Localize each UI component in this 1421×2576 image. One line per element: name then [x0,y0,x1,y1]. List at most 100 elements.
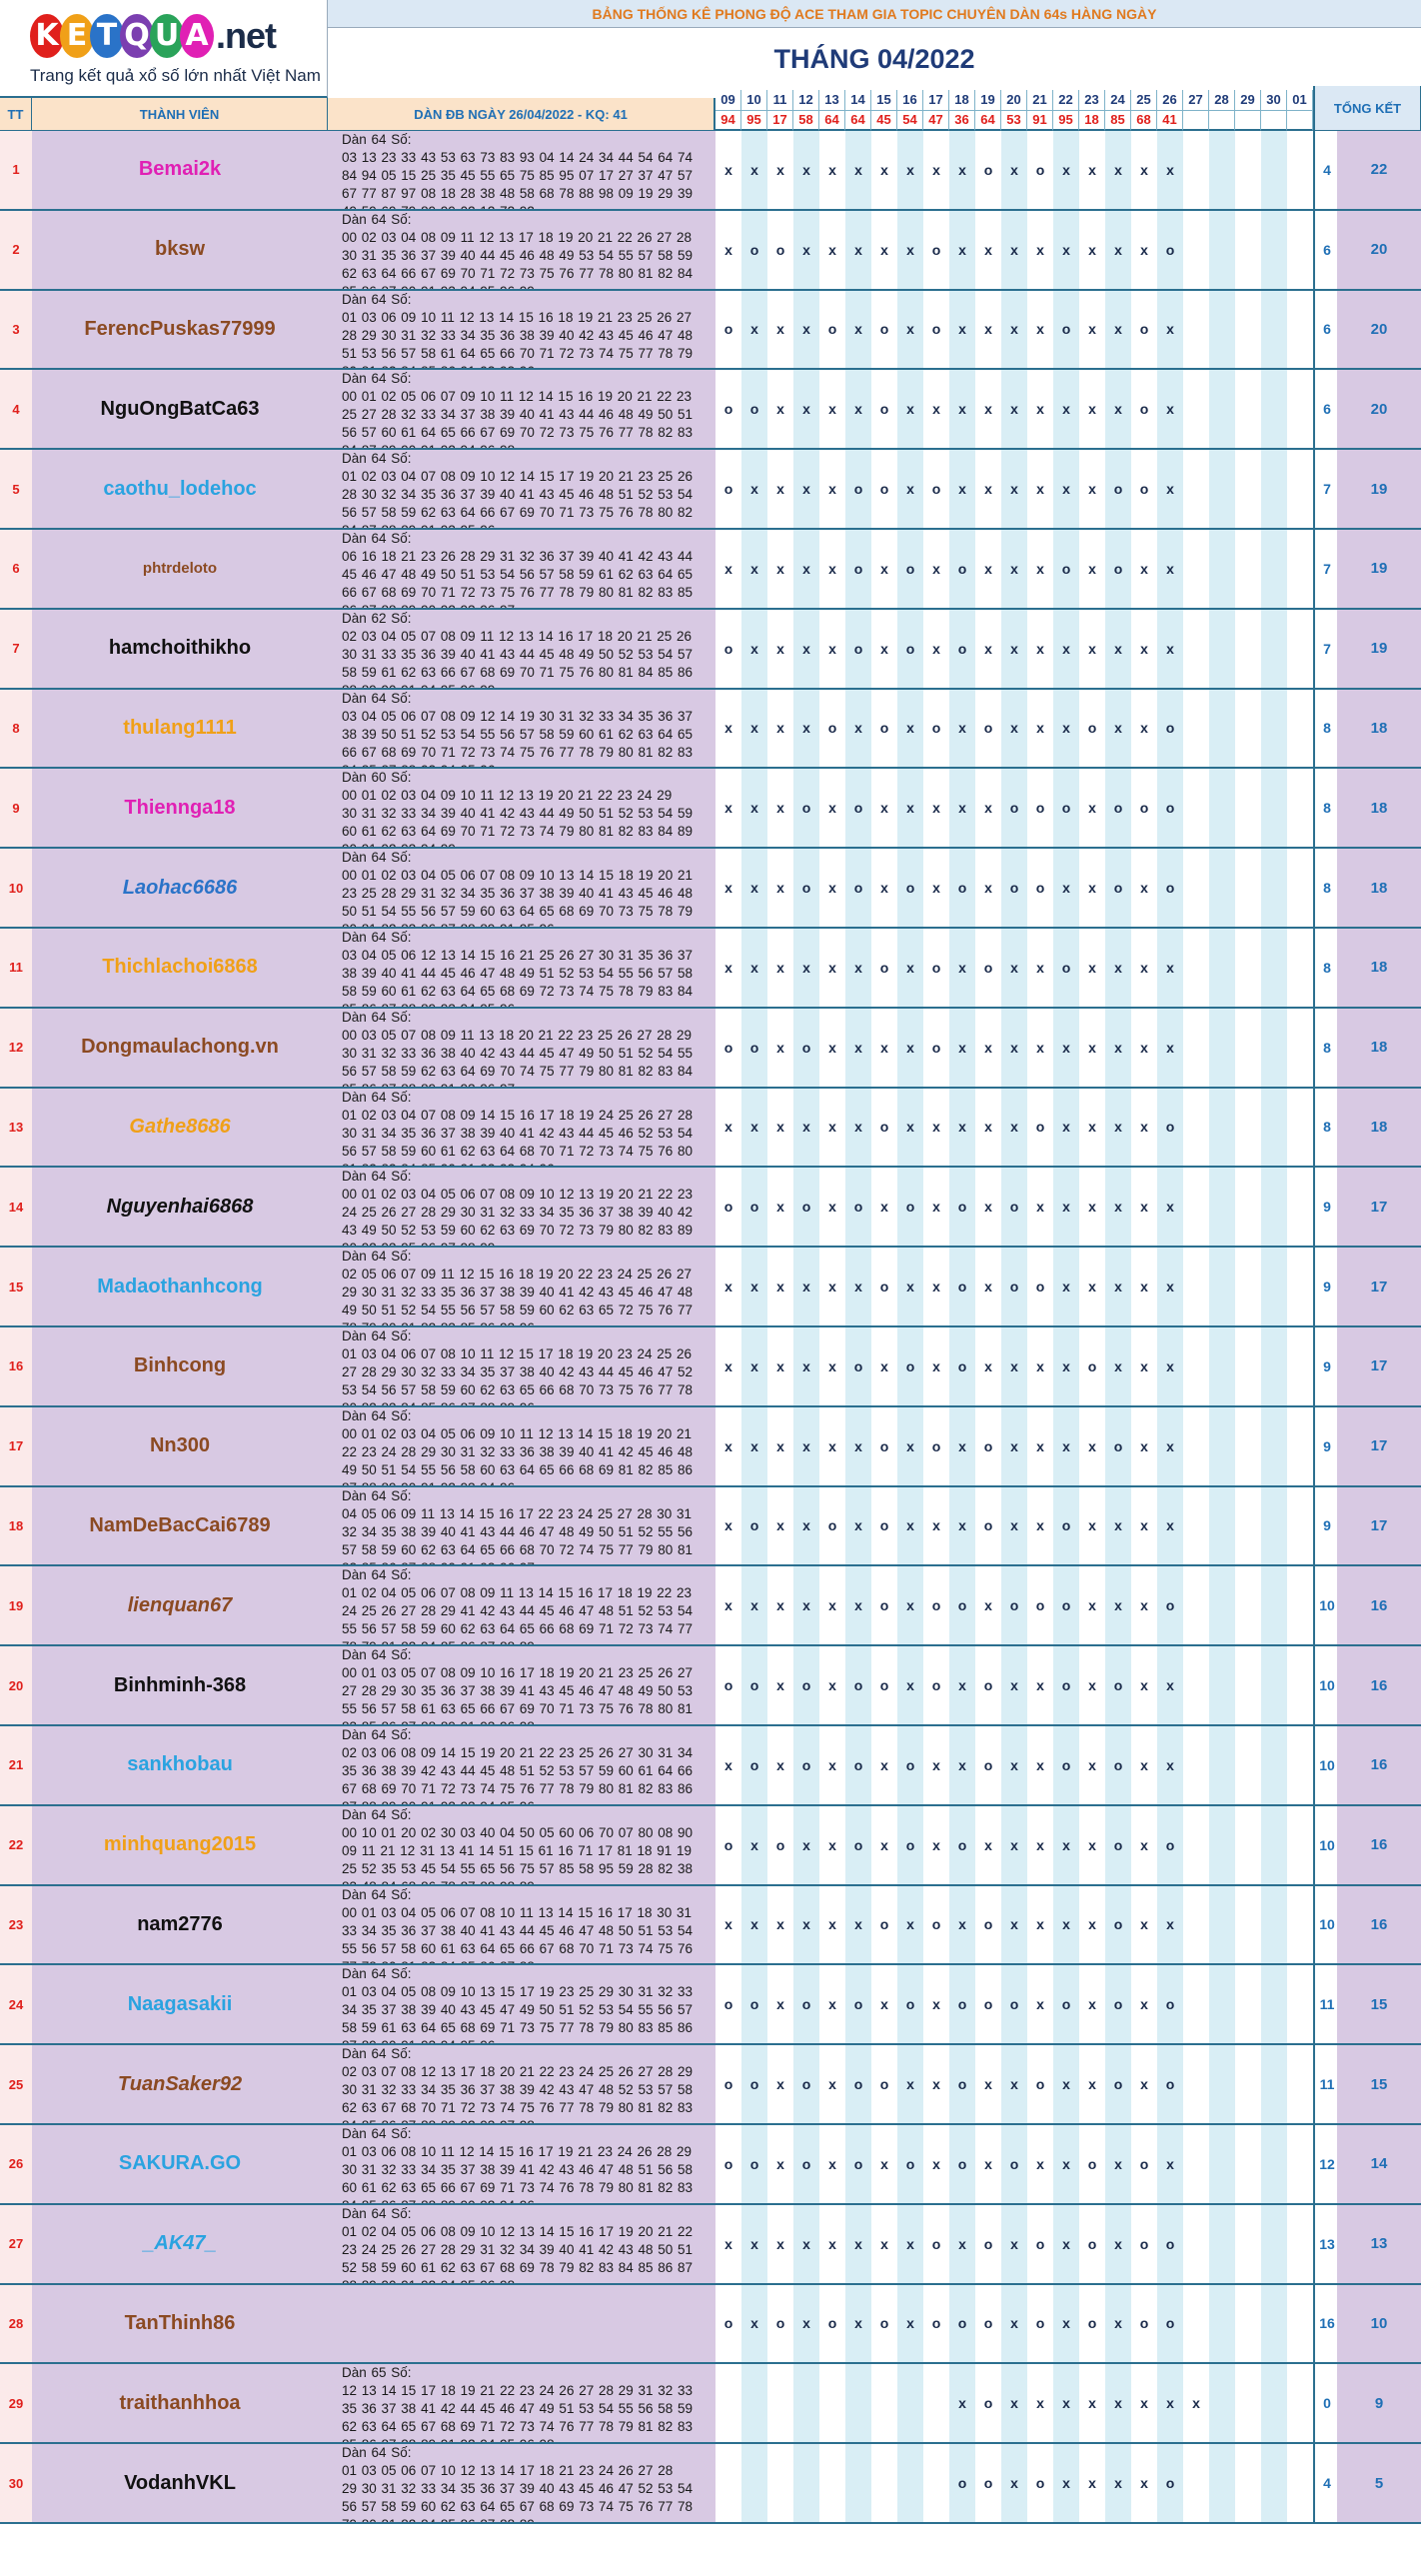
day-mark [1261,1088,1288,1167]
day-mark: x [1105,131,1132,209]
member-name[interactable]: TanThinh86 [32,2284,329,2363]
member-dan: Dàn 64 Số: 00 01 03 05 07 08 09 10 16 17 … [328,1646,743,1724]
day-mark: x [871,530,898,608]
member-name[interactable]: Thiennga18 [32,769,329,848]
member-name[interactable]: Binhcong [32,1327,329,1405]
row-index: 8 [0,689,33,768]
day-mark: x [871,2204,898,2283]
day-mark: o [819,689,846,768]
day-result: 64 [819,111,845,131]
dan-line: 55 56 57 58 59 60 62 63 64 65 66 68 69 7… [342,1621,694,1637]
member-name[interactable]: Nn300 [32,1406,329,1485]
member-name[interactable]: Naagasakii [32,1965,329,2044]
day-mark: x [897,1885,924,1964]
day-mark [1261,1726,1288,1804]
day-mark [1235,1885,1262,1964]
day-mark [1261,2125,1288,2203]
member-name[interactable]: Dongmaulachong.vn [32,1008,329,1087]
day-label: 18 [949,90,975,111]
total-score: 20 [1337,210,1421,289]
total-score: 17 [1337,1486,1421,1565]
member-name[interactable]: Bemai2k [32,131,329,209]
day-mark: x [741,530,768,608]
day-mark: x [1027,2364,1054,2443]
day-label: 28 [1209,90,1235,111]
day-mark [1183,1646,1210,1724]
dan-line: 56 57 60 61 64 65 66 67 69 70 72 73 75 7… [342,425,694,441]
member-name[interactable]: traithanhhoa [32,2364,329,2443]
dan-line: 53 54 56 57 58 59 60 62 63 65 66 68 70 7… [342,1382,694,1397]
day-mark [1287,1566,1314,1645]
member-name[interactable]: phtrdeloto [32,530,329,608]
ketqua-logo[interactable]: K E T Q U A .net Trang kết quả xổ số lớn nhất … [0,0,328,98]
member-name[interactable]: VodanhVKL [32,2444,329,2522]
member-name[interactable]: Binhminh-368 [32,1646,329,1724]
member-name[interactable]: TuanSaker92 [32,2045,329,2123]
day-mark: x [923,1088,950,1167]
member-name[interactable]: hamchoithikho [32,609,329,688]
member-name[interactable]: NguOngBatCa63 [32,370,329,449]
row-index: 12 [0,1008,33,1087]
day-mark: x [923,530,950,608]
day-result: 18 [1079,111,1105,131]
member-name[interactable]: sankhobau [32,1726,329,1804]
day-mark [1287,210,1314,289]
day-mark [1235,370,1262,449]
day-mark: o [897,1805,924,1884]
day-mark: x [1053,370,1080,449]
day-mark: x [819,1406,846,1485]
day-result: 64 [975,111,1001,131]
day-mark: x [767,1646,794,1724]
member-name[interactable]: caothu_lodehoc [32,450,329,528]
member-name[interactable]: Madaothanhcong [32,1248,329,1325]
day-label: 17 [923,90,949,111]
dan-line: 56 57 58 59 62 63 64 66 67 69 70 71 73 7… [342,505,694,521]
dan-line: 67 68 69 70 71 72 73 74 75 76 77 78 79 8… [342,1781,694,1796]
day-mark [1209,530,1236,608]
day-mark: o [1105,1406,1132,1485]
member-name[interactable]: nam2776 [32,1885,329,1964]
day-mark [1261,1327,1288,1405]
member-name[interactable]: SAKURA.GO [32,2125,329,2203]
day-mark [793,2444,820,2522]
day-mark: x [793,689,820,768]
day-mark: o [819,2284,846,2363]
total-score: 13 [1337,2204,1421,2283]
table-row: 1 Bemai2k Dàn 64 Số: 03 13 23 33 43 53 63 7… [0,131,1421,211]
day-mark: o [741,1168,768,1247]
member-name[interactable]: thulang1111 [32,689,329,768]
row-index: 29 [0,2364,33,2443]
member-name[interactable]: FerencPuskas77999 [32,290,329,369]
day-mark: x [1131,131,1158,209]
header-member: THÀNH VIÊN [32,98,328,131]
member-name[interactable]: Nguyenhai6868 [32,1168,329,1247]
day-mark: o [949,1965,976,2044]
day-mark: x [845,1566,872,1645]
member-name[interactable]: NamDeBacCai6789 [32,1486,329,1565]
day-mark: x [767,1248,794,1325]
day-mark [1235,929,1262,1007]
day-mark [1209,1088,1236,1167]
member-name[interactable]: Gathe8686 [32,1088,329,1167]
member-name[interactable]: lienquan67 [32,1566,329,1645]
day-mark: x [715,1406,742,1485]
member-name[interactable]: Laohac6686 [32,849,329,927]
day-mark: x [741,1566,768,1645]
day-mark: o [1157,2204,1184,2283]
day-mark: x [819,2204,846,2283]
day-mark: x [793,131,820,209]
day-label: 10 [741,90,767,111]
dan-line: 49 50 51 54 55 56 58 60 63 64 65 66 68 6… [342,1461,694,1477]
member-name[interactable]: Thichlachoi6868 [32,929,329,1007]
member-name[interactable]: _AK47_ [32,2204,329,2283]
day-mark: o [793,1726,820,1804]
day-mark: x [1079,2444,1106,2522]
win-count: 16 [1313,2284,1340,2363]
member-dan: Dàn 64 Số: 01 03 04 05 08 09 10 13 15 17 … [328,1965,743,2044]
day-mark [1235,2364,1262,2443]
member-name[interactable]: bksw [32,210,329,289]
day-mark: x [975,290,1002,369]
member-name[interactable]: minhquang2015 [32,1805,329,1884]
total-score: 20 [1337,370,1421,449]
total-score: 10 [1337,2284,1421,2363]
